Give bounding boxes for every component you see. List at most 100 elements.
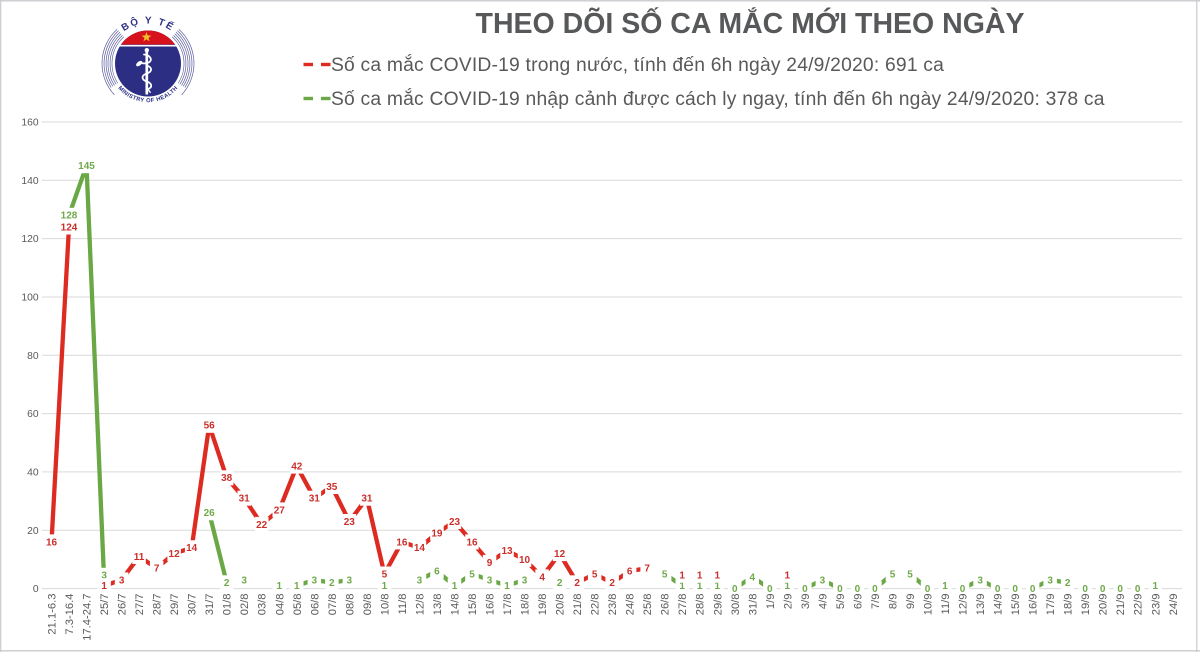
svg-text:16/9: 16/9 [1028, 594, 1040, 616]
svg-text:1: 1 [382, 581, 388, 592]
svg-text:16/8: 16/8 [485, 594, 497, 616]
svg-text:0: 0 [960, 584, 966, 595]
svg-text:03/8: 03/8 [257, 594, 269, 616]
svg-text:2: 2 [1065, 578, 1071, 589]
svg-text:7/9: 7/9 [870, 594, 882, 610]
svg-text:2: 2 [557, 578, 563, 589]
svg-text:11: 11 [134, 552, 145, 563]
svg-text:22/8: 22/8 [590, 594, 602, 616]
svg-text:21/9: 21/9 [1115, 594, 1127, 616]
svg-text:28/7: 28/7 [152, 594, 164, 616]
svg-text:3: 3 [241, 575, 247, 586]
svg-text:0: 0 [1135, 584, 1141, 595]
svg-text:2: 2 [224, 578, 230, 589]
svg-text:2: 2 [329, 578, 335, 589]
svg-text:1: 1 [697, 571, 703, 582]
svg-text:06/8: 06/8 [309, 594, 321, 616]
svg-text:31: 31 [309, 494, 321, 505]
svg-text:35: 35 [326, 482, 338, 493]
svg-text:60: 60 [27, 409, 39, 420]
svg-text:1: 1 [715, 571, 721, 582]
svg-text:10/9: 10/9 [923, 594, 935, 616]
svg-text:42: 42 [291, 462, 303, 473]
svg-text:30/8: 30/8 [730, 594, 742, 616]
svg-text:0: 0 [802, 584, 808, 595]
svg-text:23/9: 23/9 [1150, 594, 1162, 616]
svg-text:29/8: 29/8 [712, 594, 724, 616]
svg-text:Số ca mắc COVID-19 trong nước,: Số ca mắc COVID-19 trong nước, tính đến … [331, 53, 944, 76]
svg-text:07/8: 07/8 [327, 594, 339, 616]
svg-text:124: 124 [61, 222, 78, 233]
svg-text:3: 3 [977, 575, 983, 586]
svg-text:17/9: 17/9 [1045, 594, 1057, 616]
svg-text:7: 7 [154, 564, 160, 575]
svg-text:Số ca mắc COVID-19 nhập cảnh đ: Số ca mắc COVID-19 nhập cảnh được cách l… [331, 87, 1105, 110]
svg-text:11/8: 11/8 [397, 594, 409, 615]
svg-text:0: 0 [925, 584, 931, 595]
svg-text:12/9: 12/9 [958, 594, 970, 616]
svg-text:7.3-16.4: 7.3-16.4 [64, 594, 76, 635]
svg-text:23: 23 [344, 517, 356, 528]
svg-text:31/8: 31/8 [747, 594, 759, 616]
svg-text:1: 1 [452, 581, 458, 592]
svg-text:26: 26 [204, 508, 216, 519]
svg-text:0: 0 [855, 584, 861, 595]
svg-text:1/9: 1/9 [765, 594, 777, 610]
svg-text:3: 3 [487, 575, 493, 586]
svg-text:80: 80 [27, 351, 39, 362]
svg-text:21.1-6.3: 21.1-6.3 [47, 594, 59, 635]
svg-text:0: 0 [33, 584, 39, 595]
svg-text:08/8: 08/8 [344, 594, 356, 616]
svg-text:100: 100 [21, 293, 38, 304]
svg-text:5: 5 [469, 569, 475, 580]
svg-text:120: 120 [21, 234, 38, 245]
svg-text:3: 3 [1047, 575, 1053, 586]
svg-text:5: 5 [890, 569, 896, 580]
svg-text:0: 0 [995, 584, 1001, 595]
svg-text:5: 5 [592, 569, 598, 580]
svg-text:3: 3 [417, 575, 423, 586]
svg-text:20: 20 [27, 526, 39, 537]
svg-text:1: 1 [715, 581, 721, 592]
svg-text:5: 5 [382, 569, 388, 580]
svg-text:1: 1 [679, 571, 685, 582]
svg-text:1: 1 [942, 581, 948, 592]
svg-text:27/7: 27/7 [134, 594, 146, 616]
svg-text:9/9: 9/9 [905, 594, 917, 610]
svg-text:0: 0 [1100, 584, 1106, 595]
svg-text:12: 12 [169, 549, 181, 560]
svg-text:1: 1 [679, 581, 685, 592]
svg-text:23/8: 23/8 [607, 594, 619, 616]
svg-text:40: 40 [27, 468, 39, 479]
svg-text:3: 3 [101, 571, 107, 582]
svg-text:26/7: 26/7 [117, 594, 129, 616]
svg-text:19/8: 19/8 [537, 594, 549, 616]
svg-text:145: 145 [78, 161, 95, 172]
svg-text:THEO DÕI SỐ CA MẮC MỚI THEO NG: THEO DÕI SỐ CA MẮC MỚI THEO NGÀY [476, 7, 1025, 40]
svg-text:2: 2 [574, 578, 580, 589]
svg-text:7: 7 [644, 564, 650, 575]
svg-text:24/8: 24/8 [625, 594, 637, 616]
svg-text:0: 0 [1117, 584, 1123, 595]
svg-text:19: 19 [431, 529, 443, 540]
svg-text:8/9: 8/9 [888, 594, 900, 610]
svg-text:0: 0 [872, 584, 878, 595]
svg-text:1: 1 [294, 581, 300, 592]
svg-text:56: 56 [204, 421, 216, 432]
svg-text:3: 3 [347, 575, 353, 586]
svg-text:05/8: 05/8 [292, 594, 304, 616]
svg-text:12: 12 [554, 549, 566, 560]
svg-text:5: 5 [907, 569, 913, 580]
svg-text:23: 23 [449, 517, 461, 528]
svg-text:01/8: 01/8 [222, 594, 234, 616]
svg-text:27/8: 27/8 [677, 594, 689, 616]
svg-text:6/9: 6/9 [852, 594, 864, 610]
svg-text:19/9: 19/9 [1080, 594, 1092, 616]
svg-text:4/9: 4/9 [817, 594, 829, 610]
svg-text:18/8: 18/8 [520, 594, 532, 616]
svg-text:13/9: 13/9 [975, 594, 987, 616]
svg-text:5/9: 5/9 [835, 594, 847, 610]
svg-text:24/9: 24/9 [1168, 594, 1180, 616]
svg-text:28/8: 28/8 [695, 594, 707, 616]
svg-text:1: 1 [697, 581, 703, 592]
